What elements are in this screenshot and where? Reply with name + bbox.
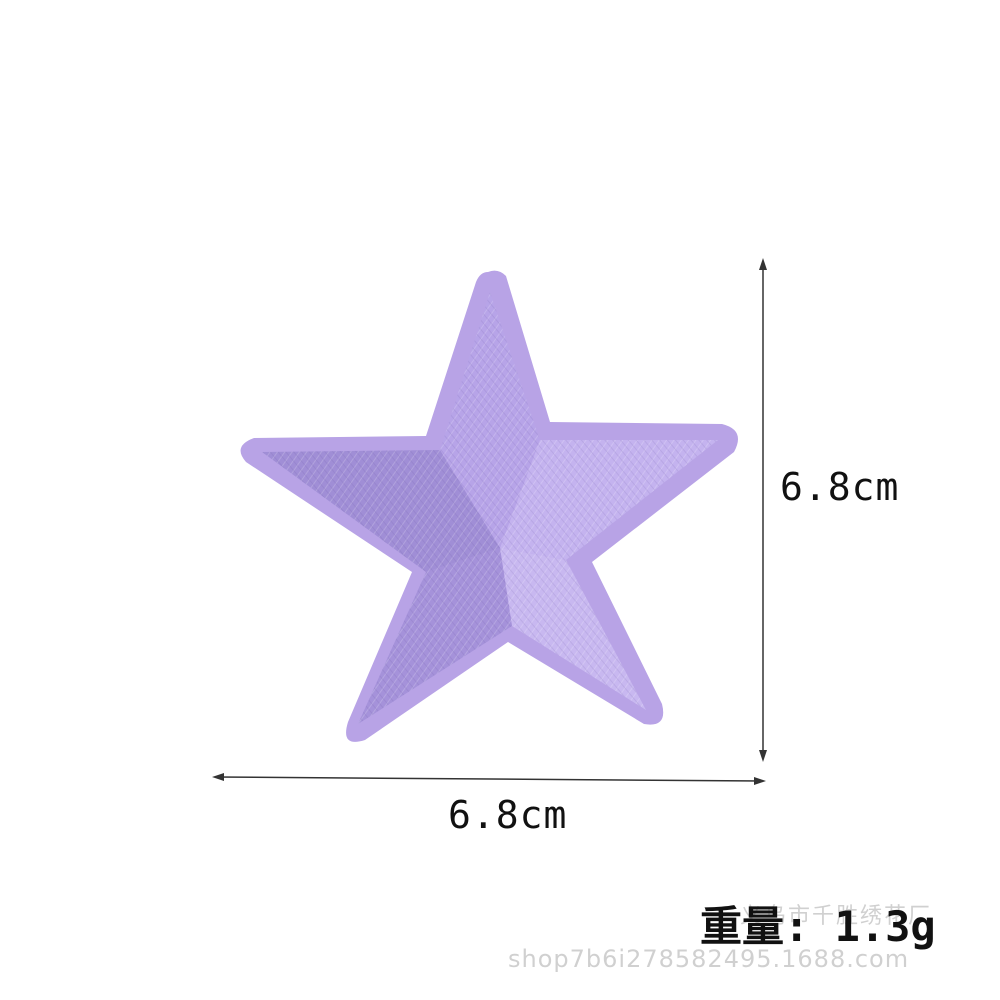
- height-dimension-line: [759, 258, 767, 762]
- width-dimension-line: [212, 773, 766, 785]
- watermark-shop-url: shop7b6i278582495.1688.com: [508, 945, 910, 973]
- weight-label: 重量: 1.3g: [700, 902, 936, 951]
- watermark-company: 义乌市千胜绣花厂: [740, 904, 933, 929]
- star-embroidery: [262, 292, 718, 724]
- height-dimension-label: 6.8cm: [780, 465, 900, 509]
- width-dimension-label: 6.8cm: [448, 793, 568, 837]
